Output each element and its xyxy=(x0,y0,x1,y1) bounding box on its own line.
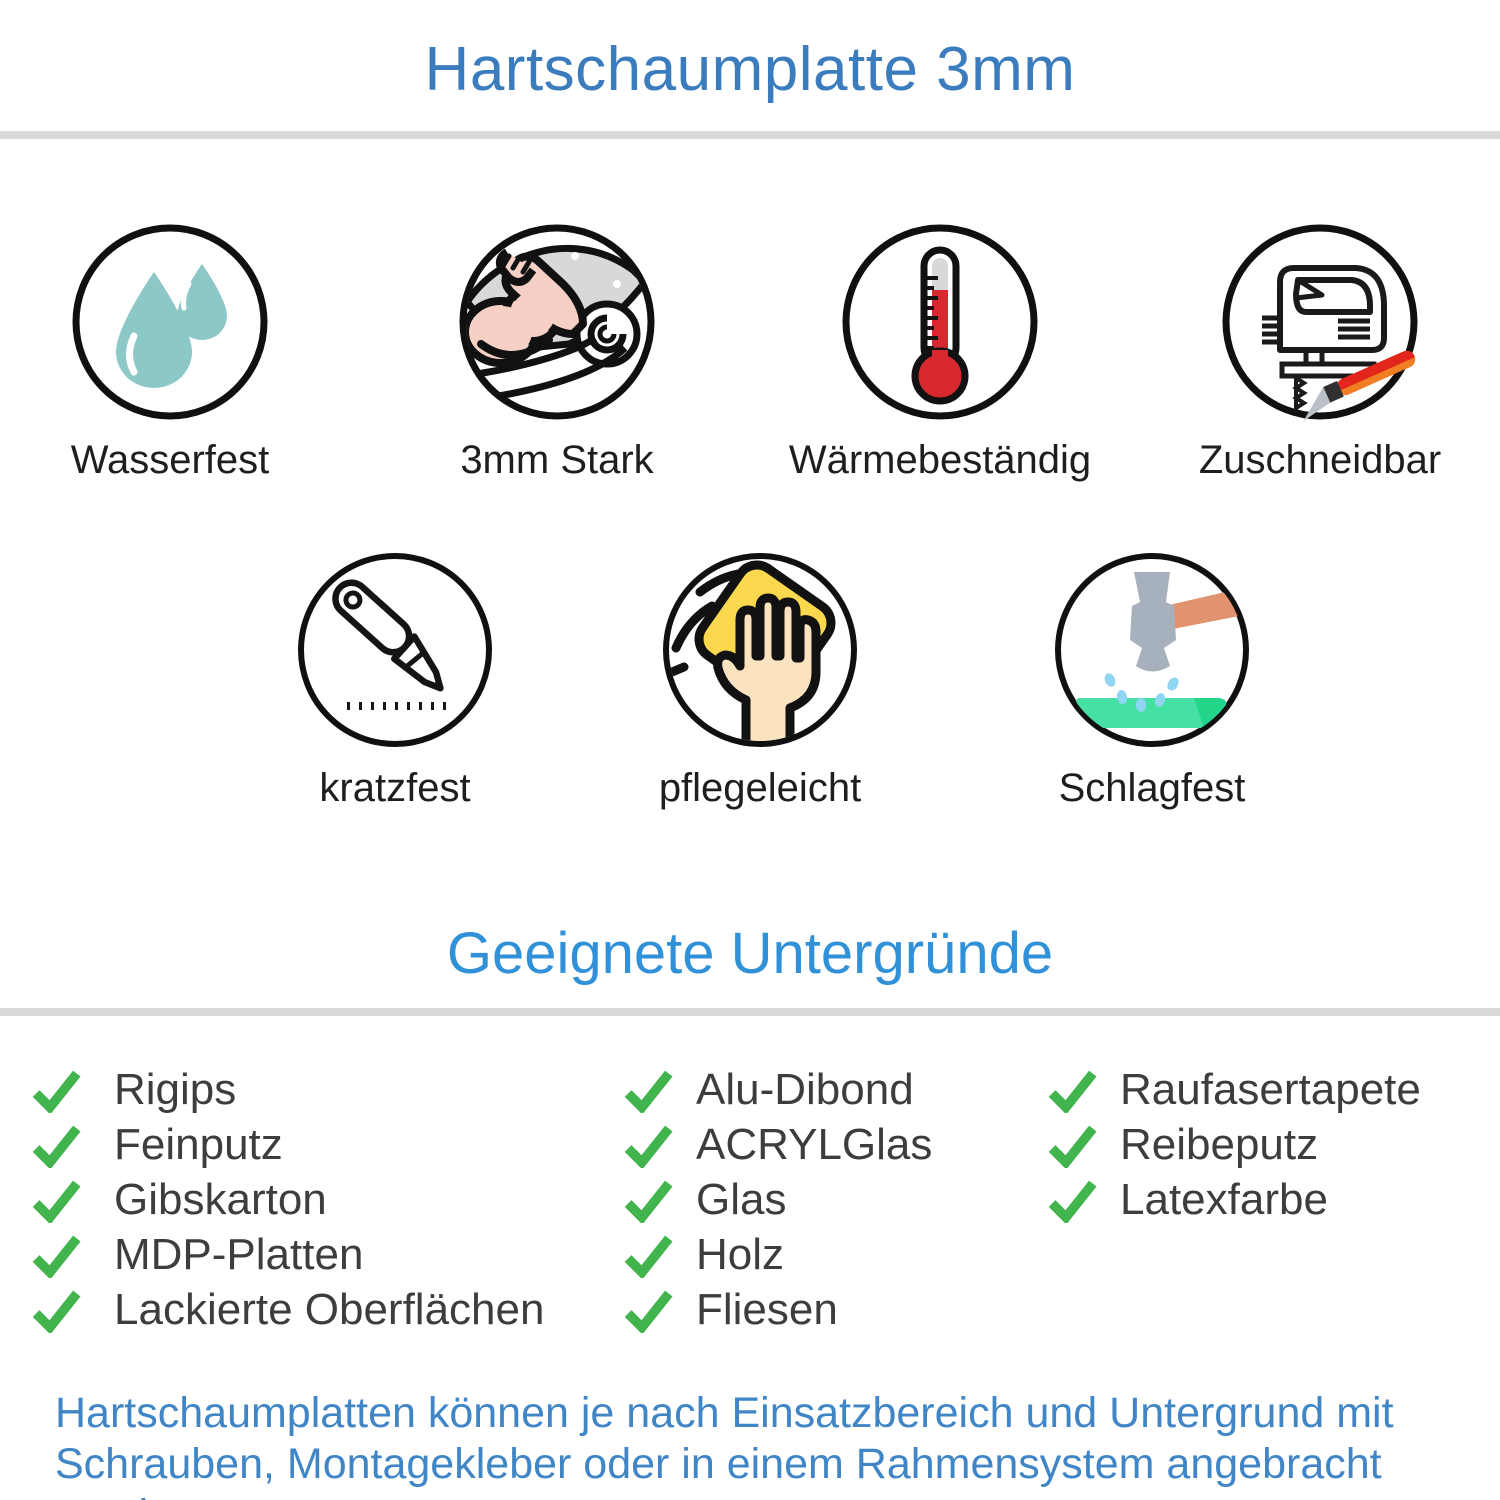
check-icon xyxy=(624,1180,673,1223)
list-item: Rigips xyxy=(30,1062,544,1117)
feature-label: Wasserfest xyxy=(70,438,270,482)
check-icon xyxy=(32,1180,81,1223)
check-icon xyxy=(624,1290,673,1333)
check-icon xyxy=(32,1235,81,1278)
list-item: ACRYLGlas xyxy=(622,1117,932,1172)
feature-label: 3mm Stark xyxy=(460,438,654,482)
substrate-column-2: Alu-Dibond ACRYLGlas Glas Holz Fliesen xyxy=(622,1062,932,1337)
list-item-label: Holz xyxy=(696,1229,785,1279)
list-item: Latexfarbe xyxy=(1046,1172,1421,1227)
list-item-label: Glas xyxy=(696,1174,787,1224)
list-item-label: MDP-Platten xyxy=(114,1229,364,1279)
feature-label: Zuschneidbar xyxy=(1198,438,1442,482)
feature-3mm-stark: 3mm Stark xyxy=(367,222,747,483)
list-item: Gibskarton xyxy=(30,1172,544,1227)
list-item: MDP-Platten xyxy=(30,1227,544,1282)
list-item-label: Latexfarbe xyxy=(1120,1174,1328,1224)
page-title: Hartschaumplatte 3mm xyxy=(424,35,1076,104)
substrate-column-1: Rigips Feinputz Gibskarton MDP-Platten L… xyxy=(30,1062,544,1337)
feature-label: Schlagfest xyxy=(1058,766,1246,810)
list-item-label: Fliesen xyxy=(696,1284,838,1334)
check-icon xyxy=(1048,1070,1097,1113)
list-item: Feinputz xyxy=(30,1117,544,1172)
feature-kratzfest: kratzfest xyxy=(205,550,585,811)
feature-label: Wärmebeständig xyxy=(788,438,1092,482)
muscle-arm-icon xyxy=(457,222,657,422)
list-item: Holz xyxy=(622,1227,932,1282)
footer-note: Hartschaumplatten können je nach Einsatz… xyxy=(55,1388,1500,1500)
check-icon xyxy=(32,1125,81,1168)
list-item-label: Rigips xyxy=(114,1064,237,1114)
feature-zuschneidbar: Zuschneidbar xyxy=(1130,222,1500,483)
substrate-column-3: Raufasertapete Reibeputz Latexfarbe xyxy=(1046,1062,1421,1227)
divider-bar xyxy=(0,131,1500,139)
list-item-label: Gibskarton xyxy=(114,1174,327,1224)
section-title: Geeignete Untergründe xyxy=(446,921,1054,986)
feature-schlagfest: Schlagfest xyxy=(962,550,1342,811)
check-icon xyxy=(32,1070,81,1113)
list-item-label: ACRYLGlas xyxy=(696,1119,933,1169)
list-item: Raufasertapete xyxy=(1046,1062,1421,1117)
check-icon xyxy=(1048,1180,1097,1223)
check-icon xyxy=(624,1070,673,1113)
check-icon xyxy=(1048,1125,1097,1168)
list-item: Glas xyxy=(622,1172,932,1227)
list-item-label: Raufasertapete xyxy=(1120,1064,1421,1114)
cutter-knife-icon xyxy=(295,550,495,750)
list-item-label: Alu-Dibond xyxy=(696,1064,914,1114)
list-item: Alu-Dibond xyxy=(622,1062,932,1117)
check-icon xyxy=(624,1125,673,1168)
list-item: Fliesen xyxy=(622,1282,932,1337)
footer-line-1: Hartschaumplatten können je nach Einsatz… xyxy=(55,1389,1394,1437)
list-item-label: Lackierte Oberflächen xyxy=(114,1284,545,1334)
feature-pflegeleicht: pflegeleicht xyxy=(570,550,950,811)
footer-line-2: Schrauben, Montagekleber oder in einem R… xyxy=(55,1440,1382,1500)
feature-label: kratzfest xyxy=(319,766,471,810)
jigsaw-icon xyxy=(1220,222,1420,422)
check-icon xyxy=(624,1235,673,1278)
check-icon xyxy=(32,1290,81,1333)
wiping-hand-icon xyxy=(660,550,860,750)
list-item-label: Reibeputz xyxy=(1120,1119,1319,1169)
divider-bar xyxy=(0,1008,1500,1016)
list-item: Reibeputz xyxy=(1046,1117,1421,1172)
list-item-label: Feinputz xyxy=(114,1119,283,1169)
water-drops-icon xyxy=(70,222,270,422)
hammer-icon xyxy=(1052,550,1252,750)
feature-waermebestaendig: Wärmebeständig xyxy=(750,222,1130,483)
feature-label: pflegeleicht xyxy=(658,766,862,810)
feature-wasserfest: Wasserfest xyxy=(0,222,360,483)
thermometer-icon xyxy=(840,222,1040,422)
list-item: Lackierte Oberflächen xyxy=(30,1282,544,1337)
